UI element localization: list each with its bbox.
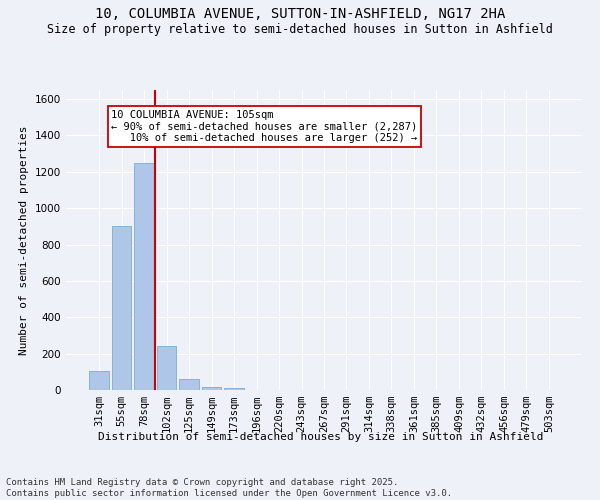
Bar — [134, 162, 154, 390]
Bar — [224, 388, 244, 390]
Text: Contains HM Land Registry data © Crown copyright and database right 2025.
Contai: Contains HM Land Registry data © Crown c… — [6, 478, 452, 498]
Y-axis label: Number of semi-detached properties: Number of semi-detached properties — [19, 125, 29, 355]
Text: Size of property relative to semi-detached houses in Sutton in Ashfield: Size of property relative to semi-detach… — [47, 22, 553, 36]
Bar — [89, 371, 109, 390]
Bar — [179, 379, 199, 390]
Text: Distribution of semi-detached houses by size in Sutton in Ashfield: Distribution of semi-detached houses by … — [98, 432, 544, 442]
Bar — [157, 346, 176, 390]
Bar — [112, 226, 131, 390]
Text: 10, COLUMBIA AVENUE, SUTTON-IN-ASHFIELD, NG17 2HA: 10, COLUMBIA AVENUE, SUTTON-IN-ASHFIELD,… — [95, 8, 505, 22]
Bar — [202, 386, 221, 390]
Text: 10 COLUMBIA AVENUE: 105sqm
← 90% of semi-detached houses are smaller (2,287)
   : 10 COLUMBIA AVENUE: 105sqm ← 90% of semi… — [112, 110, 418, 143]
